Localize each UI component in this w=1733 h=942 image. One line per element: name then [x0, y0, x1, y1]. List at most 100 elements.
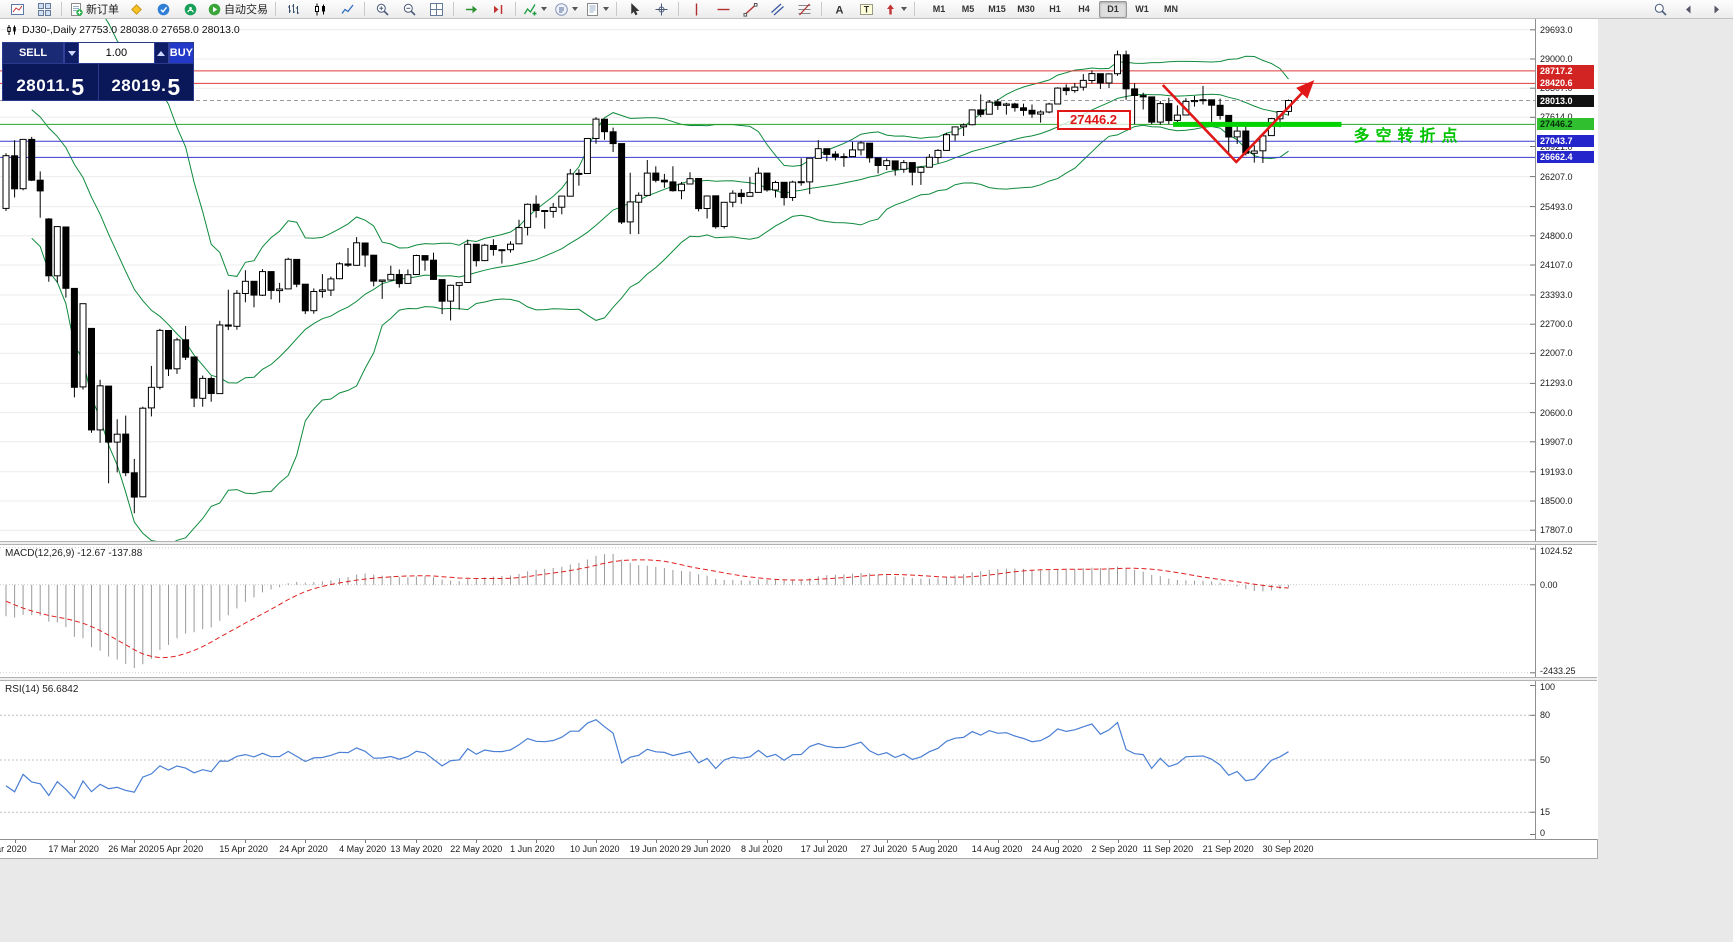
channel-button[interactable] — [764, 0, 790, 19]
text-label-button[interactable]: T — [853, 0, 879, 19]
bid-price[interactable]: 28011. 5 — [3, 64, 99, 100]
chart-window-icon — [10, 3, 24, 15]
scroll-left-button[interactable] — [1675, 0, 1701, 19]
time-axis-label: 17 Jul 2020 — [800, 844, 848, 854]
time-axis-label: 2 Sep 2020 — [1091, 844, 1138, 854]
indicators-button[interactable] — [520, 0, 550, 19]
pane-divider[interactable] — [0, 677, 1597, 681]
profiles-button[interactable] — [31, 0, 57, 19]
candlestick-chart-button[interactable] — [307, 0, 333, 19]
price-axis-label: 20600.0 — [1540, 407, 1573, 418]
time-axis-tick — [245, 840, 247, 843]
arrows-caret-icon — [901, 7, 907, 11]
rsi-pane[interactable]: RSI(14) 56.6842 — [0, 681, 1535, 839]
indicator-list-button[interactable] — [551, 0, 581, 19]
mql5-button[interactable] — [123, 0, 149, 19]
new-order-icon — [71, 2, 83, 16]
horizontal-line-button[interactable] — [710, 0, 736, 19]
zoom-in-button[interactable] — [369, 0, 395, 19]
volume-increase-button[interactable] — [153, 43, 169, 63]
zoom-out-button[interactable] — [396, 0, 422, 19]
timeframe-M30-button[interactable]: M30 — [1017, 4, 1035, 14]
search-button[interactable] — [1647, 0, 1673, 19]
chart-ohlc-title: DJ30-,Daily 27753.0 28038.0 27658.0 2801… — [6, 24, 240, 36]
timeframe-H4-button[interactable]: H4 — [1078, 4, 1090, 14]
price-axis[interactable]: 29693.029000.028307.027614.026921.026207… — [1535, 19, 1598, 839]
bar-chart-button[interactable] — [280, 0, 306, 19]
time-axis-tick — [655, 840, 657, 843]
cursor-button[interactable] — [621, 0, 647, 19]
price-axis-label: 29000.0 — [1540, 53, 1573, 64]
signals-icon — [184, 3, 196, 15]
time-axis-label: 1 Jun 2020 — [510, 844, 555, 854]
timeframe-W1-button[interactable]: W1 — [1135, 4, 1149, 14]
annotation-note-text[interactable]: 多空转折点 — [1353, 128, 1464, 146]
price-axis-label: 17807.0 — [1540, 525, 1573, 536]
price-chart-canvas[interactable] — [0, 19, 1535, 541]
timeframe-M5-button[interactable]: M5 — [961, 4, 975, 14]
time-axis-tick — [74, 840, 76, 843]
rsi-axis-label: 100 — [1540, 682, 1556, 692]
sell-button[interactable]: SELL — [3, 43, 64, 63]
crosshair-button[interactable] — [648, 0, 674, 19]
price-axis-label: 24107.0 — [1540, 259, 1573, 270]
volume-decrease-button[interactable] — [64, 43, 79, 63]
autotrading-button[interactable]: 自动交易 — [204, 0, 271, 19]
templates-button[interactable] — [582, 0, 612, 19]
line-chart-button[interactable] — [334, 0, 360, 19]
volume-input[interactable] — [79, 43, 154, 63]
main-chart-pane[interactable]: DJ30-,Daily 27753.0 28038.0 27658.0 2801… — [0, 19, 1535, 541]
rsi-canvas[interactable] — [0, 681, 1535, 839]
toolbar-right-group — [1647, 0, 1729, 19]
macd-canvas[interactable] — [0, 545, 1535, 677]
price-axis-label: 26207.0 — [1540, 171, 1573, 182]
vertical-line-button[interactable] — [683, 0, 709, 19]
chart-window-button[interactable] — [4, 0, 30, 19]
scroll-right-button[interactable] — [1703, 0, 1729, 19]
line-chart-icon — [340, 4, 354, 14]
tile-windows-button[interactable] — [423, 0, 449, 19]
timeframe-MN-button[interactable]: MN — [1164, 4, 1178, 14]
macd-axis-label: 1024.52 — [1540, 546, 1573, 556]
time-axis-tick — [937, 840, 939, 843]
one-click-trading-panel: SELL BUY 28011.5 28019.5 — [2, 42, 194, 101]
time-axis-label: 30 Sep 2020 — [1262, 844, 1314, 854]
autotrading-play-icon — [208, 3, 221, 15]
indicator-list-icon — [555, 2, 568, 16]
macd-pane[interactable]: MACD(12,26,9) -12.67 -137.88 — [0, 545, 1535, 677]
timeframe-D1-button[interactable]: D1 — [1099, 0, 1127, 18]
trendline-button[interactable] — [737, 0, 763, 19]
toolbar-separator — [678, 2, 679, 16]
auto-scroll-button[interactable] — [458, 0, 484, 19]
pane-divider[interactable] — [0, 541, 1597, 545]
time-axis-tick — [536, 840, 538, 843]
chart-shift-icon — [493, 4, 502, 14]
signals-button[interactable] — [177, 0, 203, 19]
search-icon — [1654, 3, 1667, 16]
timeframe-M1-button[interactable]: M1 — [932, 4, 946, 14]
chart-shift-button[interactable] — [485, 0, 511, 19]
time-axis-tick — [476, 840, 478, 843]
ask-price[interactable]: 28019. 5 — [99, 64, 194, 100]
annotation-price-box[interactable]: 27446.2 — [1056, 109, 1131, 130]
time-axis-label: 17 Mar 2020 — [48, 844, 99, 854]
text-button[interactable]: A — [826, 0, 852, 19]
timeframe-M15-button[interactable]: M15 — [988, 4, 1006, 14]
time-axis-label: 15 Apr 2020 — [219, 844, 268, 854]
svg-text:A: A — [835, 4, 843, 16]
time-axis-label: 5 Apr 2020 — [159, 844, 204, 854]
fibonacci-button[interactable] — [791, 0, 817, 19]
rsi-axis-label: 15 — [1540, 807, 1551, 818]
timeframe-H1-button[interactable]: H1 — [1049, 4, 1061, 14]
market-button[interactable] — [150, 0, 176, 19]
toolbar-separator — [364, 2, 365, 16]
channel-icon — [770, 3, 784, 15]
toolbar-separator — [61, 2, 62, 16]
arrows-button[interactable] — [880, 0, 910, 19]
toolbar-separator — [515, 2, 516, 16]
time-axis-tick — [1288, 840, 1290, 843]
buy-button[interactable]: BUY — [168, 43, 193, 63]
time-axis-label: 22 May 2020 — [450, 844, 503, 854]
new-order-button[interactable]: 新订单 — [66, 0, 122, 19]
